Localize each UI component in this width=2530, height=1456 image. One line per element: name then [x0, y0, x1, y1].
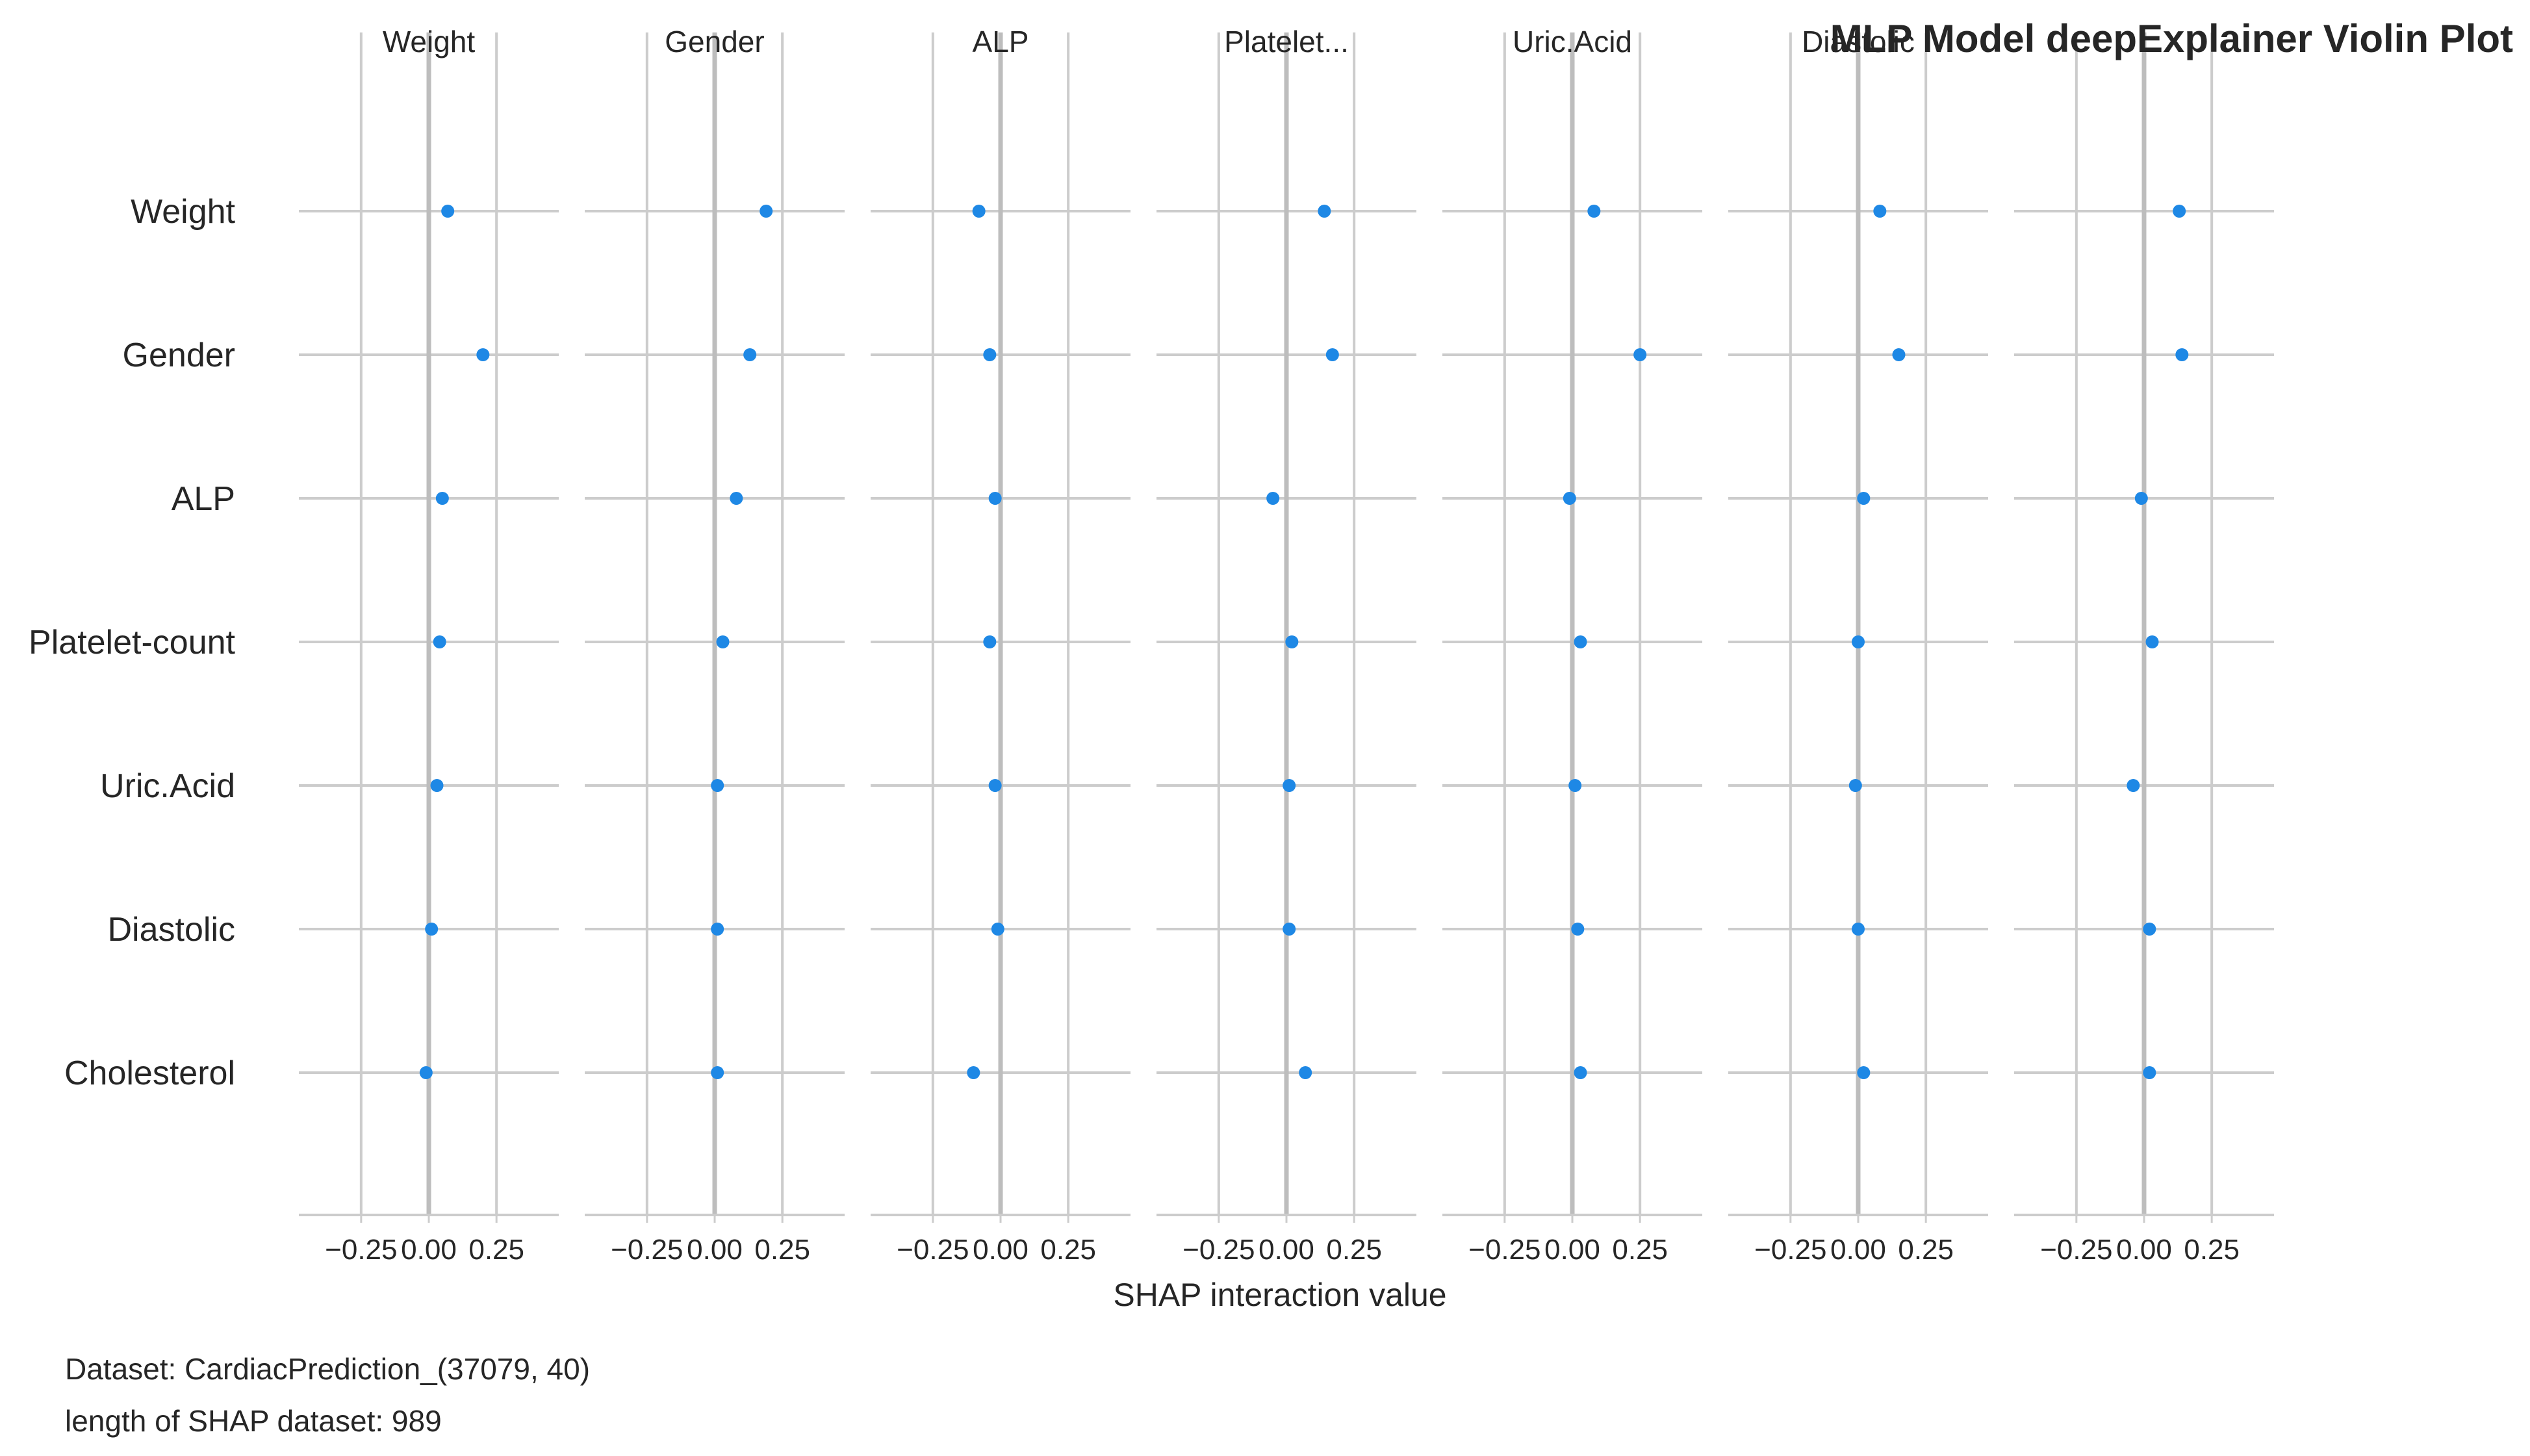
x-axis-label: SHAP interaction value [1113, 1277, 1446, 1313]
y-tick-label: Platelet-count [29, 624, 236, 661]
x-tick-label: 0.00 [1830, 1234, 1886, 1266]
data-point [1852, 923, 1865, 936]
data-point [1563, 492, 1576, 505]
x-tick-label: 0.25 [1040, 1234, 1096, 1266]
data-point [435, 492, 449, 505]
panel-title: Gender [665, 25, 764, 58]
data-point [2143, 1066, 2156, 1079]
data-point [967, 1066, 980, 1079]
data-point [2173, 205, 2186, 218]
data-point [972, 205, 986, 218]
data-point [2127, 779, 2140, 792]
data-point [711, 1066, 724, 1079]
data-point [1587, 205, 1601, 218]
y-tick-label: Cholesterol [64, 1054, 235, 1092]
data-point [441, 205, 455, 218]
data-point [991, 923, 1004, 936]
data-point [988, 492, 1002, 505]
x-tick-label: 0.00 [2116, 1234, 2172, 1266]
x-tick-label: −0.25 [1182, 1234, 1255, 1266]
y-tick-label: Uric.Acid [100, 767, 235, 805]
data-point [1892, 348, 1906, 361]
data-point [711, 779, 724, 792]
data-point [983, 348, 997, 361]
data-point [419, 1066, 433, 1079]
x-tick-label: −0.25 [1468, 1234, 1540, 1266]
x-tick-label: 0.25 [1612, 1234, 1668, 1266]
data-point [730, 492, 743, 505]
data-point [743, 348, 757, 361]
x-tick-label: 0.00 [1544, 1234, 1600, 1266]
data-point [983, 635, 997, 648]
data-point [2134, 492, 2148, 505]
data-point [1568, 779, 1582, 792]
zero-lines [426, 32, 2147, 1215]
data-point [1857, 492, 1871, 505]
data-point [2143, 923, 2156, 936]
y-tick-label: Diastolic [108, 911, 236, 949]
data-point [1848, 779, 1862, 792]
y-tick-label: Weight [131, 193, 235, 231]
data-point [430, 779, 444, 792]
data-point [1857, 1066, 1871, 1079]
data-point [1266, 492, 1280, 505]
data-point [2175, 348, 2189, 361]
data-point [2145, 635, 2159, 648]
panel-title: ALP [973, 25, 1029, 58]
y-tick-label: Gender [123, 337, 235, 374]
x-tick-label: 0.25 [468, 1234, 524, 1266]
data-point [1283, 923, 1296, 936]
data-point [1299, 1066, 1312, 1079]
x-tick-label: −0.25 [325, 1234, 397, 1266]
data-points [419, 205, 2189, 1079]
data-point [1283, 779, 1296, 792]
data-point [1633, 348, 1647, 361]
panel-title: Diastolic [1802, 25, 1915, 58]
data-point [760, 205, 773, 218]
data-point [988, 779, 1002, 792]
x-axes [299, 1214, 2274, 1223]
data-point [716, 635, 730, 648]
x-tick-label: −0.25 [611, 1234, 683, 1266]
data-point [1852, 635, 1865, 648]
data-point [433, 635, 446, 648]
x-tick-label: 0.00 [401, 1234, 457, 1266]
x-tick-label: −0.25 [2040, 1234, 2112, 1266]
data-point [1318, 205, 1331, 218]
x-tick-label: 0.25 [754, 1234, 810, 1266]
panel-title: Weight [383, 25, 476, 58]
x-tick-label: −0.25 [897, 1234, 969, 1266]
y-tick-label: ALP [172, 480, 235, 518]
data-point [711, 923, 724, 936]
x-tick-label: 0.25 [1898, 1234, 1954, 1266]
x-tick-label: 0.00 [973, 1234, 1029, 1266]
data-point [476, 348, 490, 361]
x-tick-label: 0.00 [687, 1234, 743, 1266]
data-point [1574, 635, 1587, 648]
data-point [425, 923, 439, 936]
panel-title: Platelet... [1224, 25, 1349, 58]
data-point [1285, 635, 1299, 648]
panel-title: Uric.Acid [1513, 25, 1632, 58]
dataset-note: Dataset: CardiacPrediction_(37079, 40) [65, 1352, 591, 1386]
data-point [1574, 1066, 1587, 1079]
chart-title: MLP Model deepExplainer Violin Plot [1830, 17, 2513, 60]
data-point [1873, 205, 1887, 218]
shap-length-note: length of SHAP dataset: 989 [65, 1404, 442, 1438]
x-tick-label: 0.00 [1259, 1234, 1314, 1266]
x-tick-label: 0.25 [1326, 1234, 1382, 1266]
x-tick-label: 0.25 [2184, 1234, 2240, 1266]
x-tick-label: −0.25 [1754, 1234, 1826, 1266]
data-point [1571, 923, 1585, 936]
data-point [1325, 348, 1339, 361]
